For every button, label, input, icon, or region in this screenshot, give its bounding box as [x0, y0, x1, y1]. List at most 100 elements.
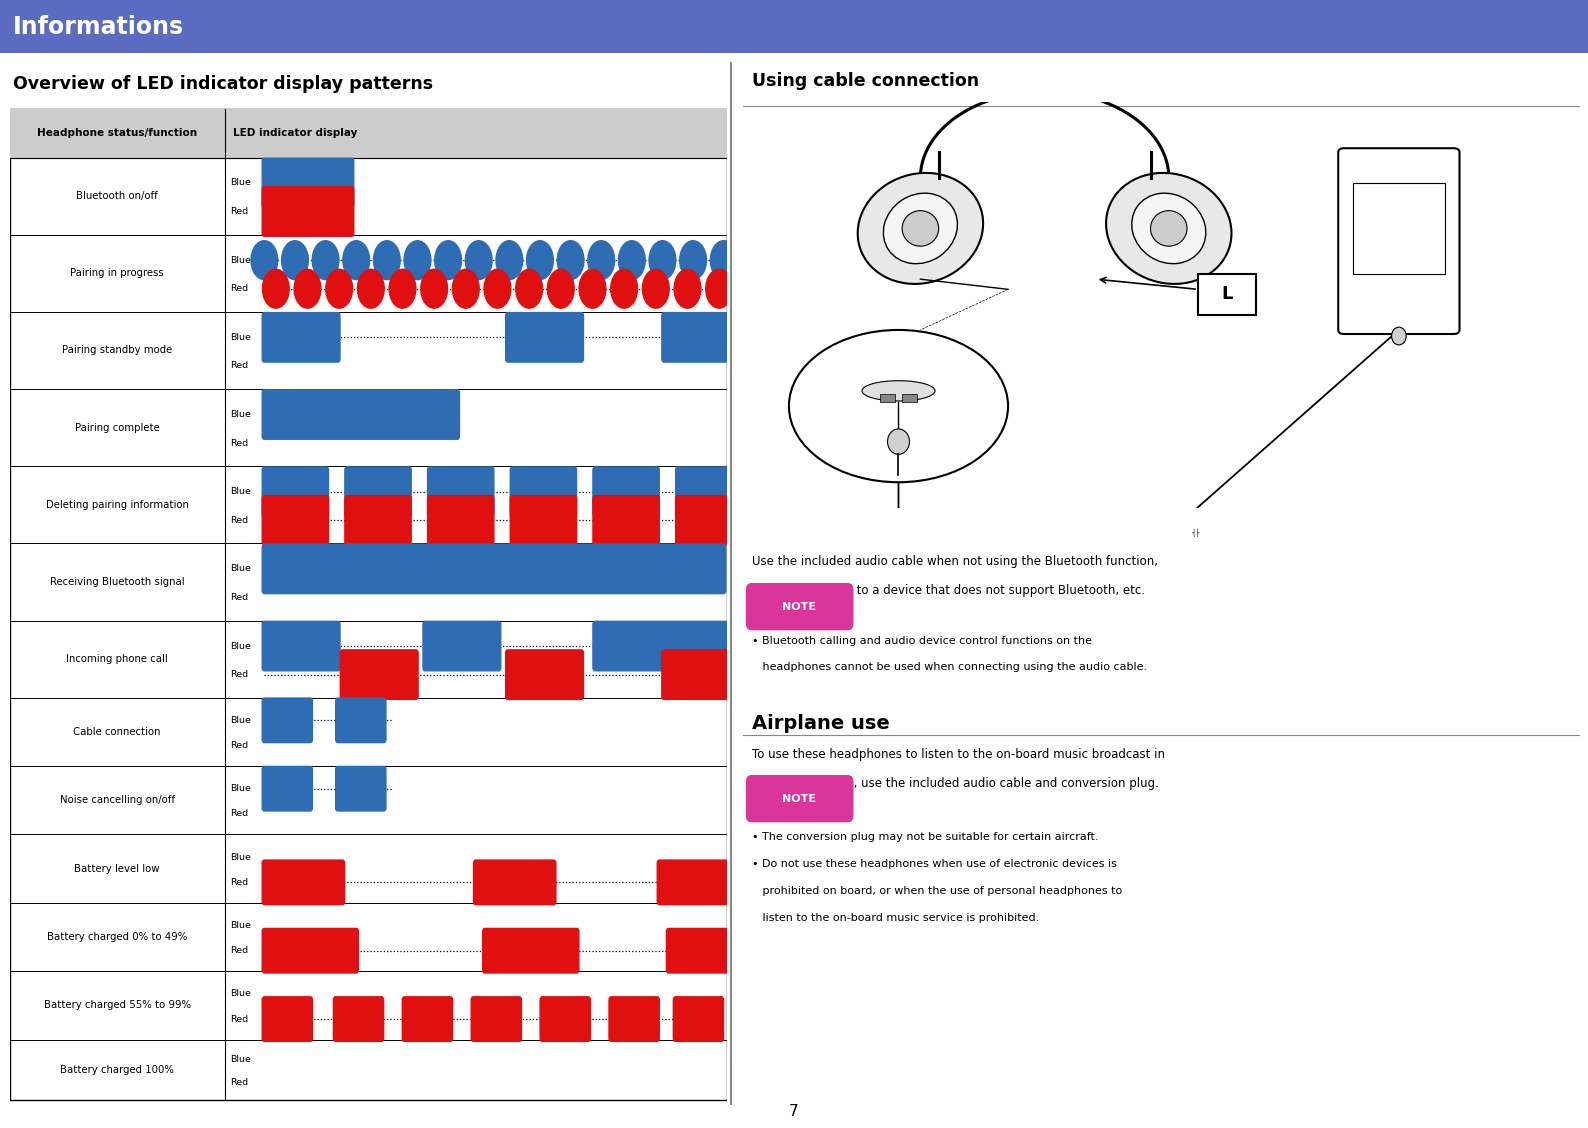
Text: Blue: Blue	[230, 716, 251, 725]
FancyBboxPatch shape	[262, 390, 459, 439]
Text: L: L	[1221, 285, 1232, 303]
Bar	[902, 395, 916, 402]
FancyBboxPatch shape	[262, 158, 354, 208]
Text: 7: 7	[789, 1103, 799, 1119]
Text: Battery charged 55% to 99%: Battery charged 55% to 99%	[44, 1001, 191, 1011]
Bar	[1353, 183, 1445, 274]
FancyBboxPatch shape	[427, 467, 494, 517]
FancyBboxPatch shape	[262, 467, 329, 517]
FancyBboxPatch shape	[473, 860, 556, 905]
Circle shape	[251, 240, 278, 280]
Text: Red: Red	[230, 439, 248, 448]
FancyBboxPatch shape	[592, 467, 659, 517]
Text: Blue: Blue	[230, 333, 251, 342]
FancyBboxPatch shape	[335, 766, 386, 811]
Text: Bluetooth on/off: Bluetooth on/off	[76, 191, 159, 201]
Circle shape	[294, 270, 321, 308]
FancyBboxPatch shape	[345, 467, 411, 517]
Text: Blue: Blue	[230, 409, 251, 418]
Circle shape	[516, 270, 543, 308]
Circle shape	[421, 270, 448, 308]
FancyBboxPatch shape	[472, 997, 521, 1041]
FancyBboxPatch shape	[333, 997, 384, 1041]
Circle shape	[373, 240, 400, 280]
Circle shape	[710, 240, 737, 280]
Text: Headphone status/function: Headphone status/function	[37, 129, 197, 139]
Text: Red: Red	[230, 284, 248, 293]
FancyBboxPatch shape	[540, 997, 591, 1041]
Text: Red: Red	[230, 361, 248, 370]
Circle shape	[281, 240, 308, 280]
Text: prohibited on board, or when the use of personal headphones to: prohibited on board, or when the use of …	[751, 887, 1121, 897]
Text: Red: Red	[230, 810, 248, 819]
FancyBboxPatch shape	[335, 698, 386, 742]
FancyBboxPatch shape	[510, 467, 576, 517]
Circle shape	[495, 240, 522, 280]
Text: Red: Red	[230, 515, 248, 525]
Text: Deleting pairing information: Deleting pairing information	[46, 500, 189, 510]
Text: Overview of LED indicator display patterns: Overview of LED indicator display patter…	[13, 74, 434, 92]
FancyBboxPatch shape	[262, 928, 359, 973]
Ellipse shape	[883, 193, 958, 264]
Circle shape	[357, 270, 384, 308]
FancyBboxPatch shape	[427, 495, 494, 545]
Ellipse shape	[1107, 173, 1231, 284]
Ellipse shape	[1132, 193, 1205, 264]
Text: Red: Red	[230, 741, 248, 750]
Bar	[10, 109, 727, 158]
FancyBboxPatch shape	[657, 860, 745, 905]
FancyBboxPatch shape	[1339, 148, 1459, 334]
Text: the aircraft cabin, use the included audio cable and conversion plug.: the aircraft cabin, use the included aud…	[751, 777, 1158, 790]
FancyBboxPatch shape	[262, 312, 340, 362]
Text: Blue: Blue	[230, 256, 251, 265]
Text: Red: Red	[230, 1077, 248, 1086]
Text: LED indicator display: LED indicator display	[233, 129, 357, 139]
FancyBboxPatch shape	[402, 997, 453, 1041]
Text: Red: Red	[230, 208, 248, 217]
FancyBboxPatch shape	[262, 997, 313, 1041]
Text: Red: Red	[230, 946, 248, 955]
Circle shape	[465, 240, 492, 280]
Text: Pairing complete: Pairing complete	[75, 423, 159, 433]
Circle shape	[618, 240, 645, 280]
FancyBboxPatch shape	[675, 467, 742, 517]
Text: headphones cannot be used when connecting using the audio cable.: headphones cannot be used when connectin…	[751, 662, 1147, 672]
Bar	[880, 395, 896, 402]
Circle shape	[343, 240, 370, 280]
FancyBboxPatch shape	[262, 698, 313, 742]
FancyBboxPatch shape	[262, 495, 329, 545]
FancyBboxPatch shape	[1197, 274, 1256, 315]
Text: Cable connection: Cable connection	[73, 726, 160, 737]
FancyBboxPatch shape	[345, 495, 411, 545]
Text: when connecting to a device that does not support Bluetooth, etc.: when connecting to a device that does no…	[751, 584, 1145, 597]
Circle shape	[548, 270, 575, 308]
Circle shape	[527, 240, 553, 280]
FancyBboxPatch shape	[662, 650, 750, 699]
Text: Blue: Blue	[230, 178, 251, 187]
Ellipse shape	[862, 380, 935, 402]
Circle shape	[649, 240, 676, 280]
Text: Blue: Blue	[230, 784, 251, 793]
Text: • Bluetooth calling and audio device control functions on the: • Bluetooth calling and audio device con…	[751, 636, 1091, 646]
Circle shape	[611, 270, 637, 308]
Text: Battery charged 100%: Battery charged 100%	[60, 1065, 175, 1075]
FancyBboxPatch shape	[483, 928, 580, 973]
Circle shape	[435, 240, 462, 280]
Circle shape	[453, 270, 480, 308]
Circle shape	[403, 240, 430, 280]
FancyBboxPatch shape	[667, 928, 745, 973]
Circle shape	[389, 270, 416, 308]
Ellipse shape	[1391, 327, 1407, 345]
FancyBboxPatch shape	[662, 312, 745, 362]
FancyBboxPatch shape	[592, 495, 659, 545]
Ellipse shape	[902, 211, 939, 246]
Ellipse shape	[1150, 211, 1186, 246]
Text: Noise cancelling on/off: Noise cancelling on/off	[60, 795, 175, 805]
FancyBboxPatch shape	[746, 584, 853, 629]
Circle shape	[588, 240, 615, 280]
Circle shape	[484, 270, 511, 308]
Text: Airplane use: Airplane use	[751, 714, 889, 733]
Text: NOTE: NOTE	[783, 601, 816, 611]
FancyBboxPatch shape	[262, 622, 340, 671]
Circle shape	[705, 270, 732, 308]
